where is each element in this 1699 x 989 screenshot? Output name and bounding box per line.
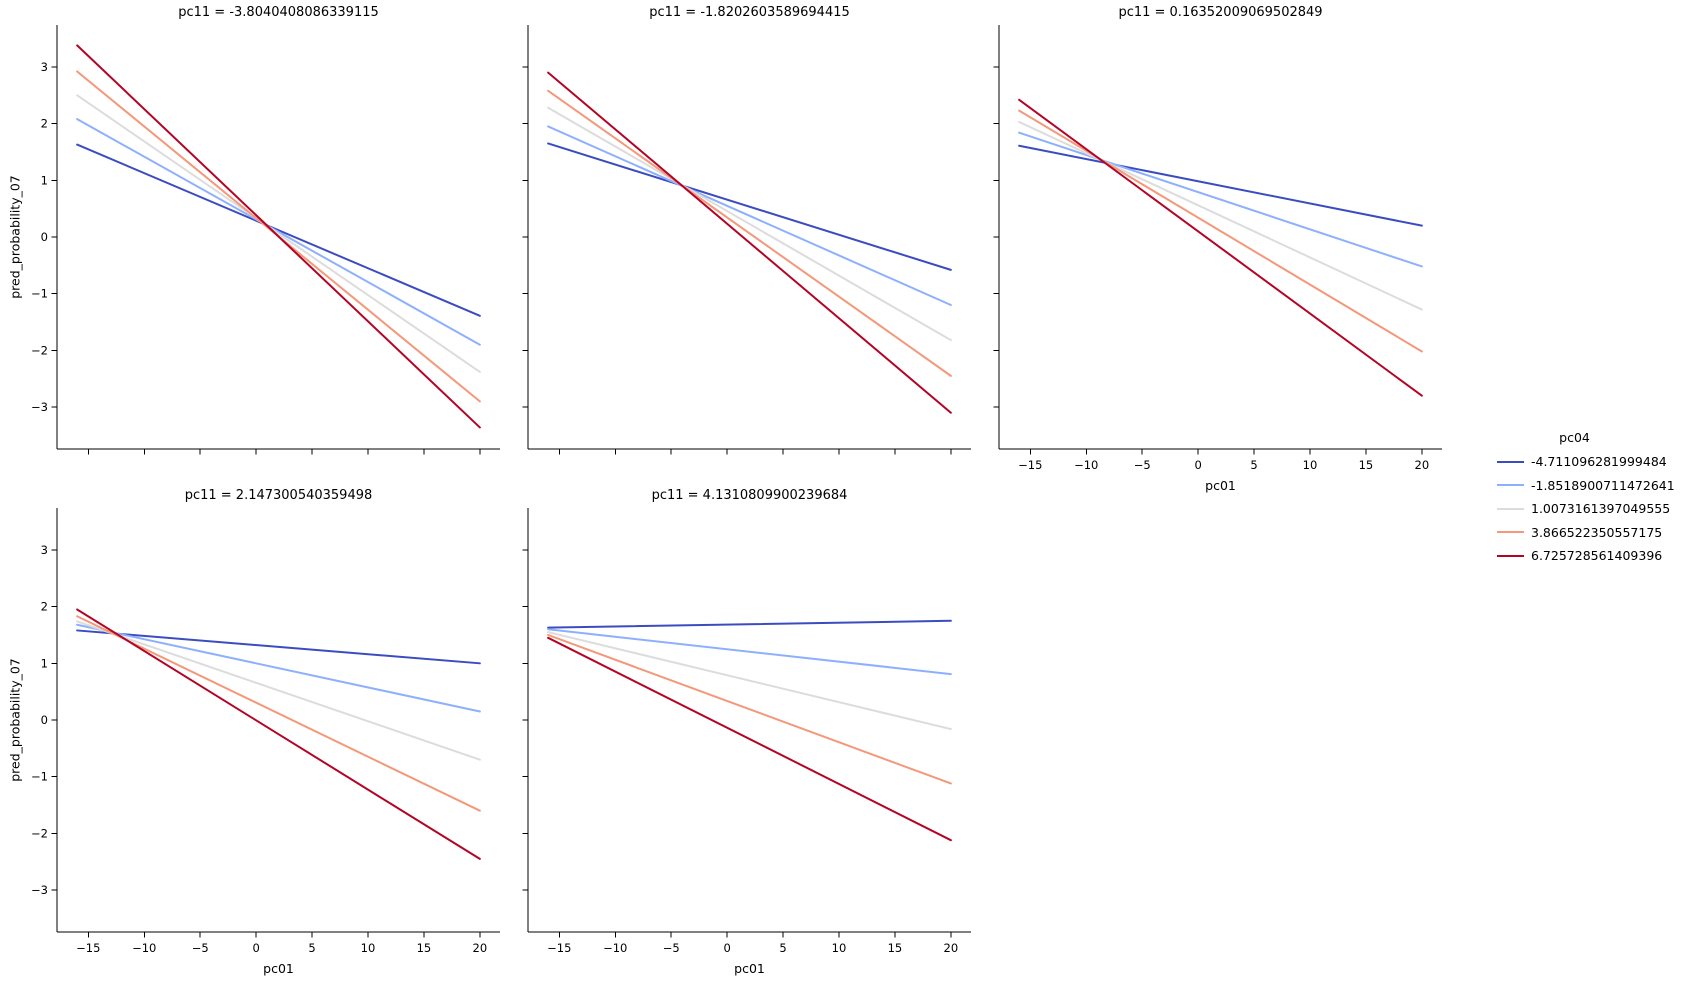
facet-plot xyxy=(522,25,971,455)
x-tick-label: 15 xyxy=(417,941,432,955)
x-tick-label: 0 xyxy=(723,941,730,955)
x-tick-label: 5 xyxy=(779,941,786,955)
y-tick-label: 3 xyxy=(41,60,48,74)
legend-item: 3.866522350557175 xyxy=(1497,521,1675,545)
y-tick-label: −3 xyxy=(31,400,48,414)
x-tick-label: −10 xyxy=(1074,458,1098,472)
data-line xyxy=(1018,120,1423,311)
legend-label: -1.8518900711472641 xyxy=(1531,477,1675,493)
data-line xyxy=(76,608,481,860)
data-line xyxy=(76,44,481,429)
x-tick-label: −10 xyxy=(132,941,156,955)
y-tick-label: −3 xyxy=(31,883,48,897)
data-line xyxy=(76,623,481,713)
y-tick-label: −1 xyxy=(31,770,48,784)
legend-line-swatch xyxy=(1497,531,1524,534)
legend-title: pc04 xyxy=(1559,430,1590,445)
facet-plot: −3 −2 −1 0 1 2 3 xyxy=(31,25,500,455)
legend-item: -4.711096281999484 xyxy=(1497,450,1675,474)
x-tick-label: −15 xyxy=(1018,458,1042,472)
data-line xyxy=(547,628,952,676)
legend-line-swatch xyxy=(1497,460,1524,463)
x-tick-label: 15 xyxy=(888,941,903,955)
x-axis-label: pc01 xyxy=(734,961,765,976)
x-tick-label: 10 xyxy=(361,941,376,955)
x-tick-label: 20 xyxy=(944,941,959,955)
y-tick-label: −2 xyxy=(31,826,48,840)
facet-plot: −15 −10 −5 0 5 10 15 20 xyxy=(993,25,1442,472)
facet-title-1: pc11 = -3.8040408086339115 xyxy=(178,5,379,20)
data-line xyxy=(547,633,952,785)
y-axis-label: pred_probability_07 xyxy=(7,175,23,299)
x-axis-label: pc01 xyxy=(263,961,294,976)
y-tick-label: −1 xyxy=(31,287,48,301)
data-line xyxy=(76,620,481,761)
legend-item: 6.725728561409396 xyxy=(1497,544,1675,568)
data-line xyxy=(76,118,481,346)
data-line xyxy=(547,631,952,731)
legend-line-swatch xyxy=(1497,484,1524,487)
data-line xyxy=(547,619,952,629)
y-tick-label: −2 xyxy=(31,343,48,357)
data-line xyxy=(547,89,952,377)
x-tick-label: −15 xyxy=(76,941,100,955)
x-tick-label: −5 xyxy=(663,941,680,955)
data-line xyxy=(547,142,952,271)
legend-line-swatch xyxy=(1497,507,1524,510)
y-tick-label: 1 xyxy=(41,173,48,187)
data-line xyxy=(547,636,952,842)
legend-label: 3.866522350557175 xyxy=(1531,524,1663,540)
legend-item: 1.0073161397049555 xyxy=(1497,497,1675,521)
facet-plot: −15 −10 −5 0 5 10 15 20 xyxy=(522,508,971,955)
y-axis-label: pred_probability_07 xyxy=(7,658,23,782)
legend-line-swatch xyxy=(1497,554,1524,557)
x-tick-label: −5 xyxy=(192,941,209,955)
data-line xyxy=(1018,131,1423,268)
data-line xyxy=(1018,109,1423,353)
data-line xyxy=(76,629,481,665)
x-tick-label: 0 xyxy=(252,941,259,955)
data-line xyxy=(547,125,952,307)
x-tick-label: 15 xyxy=(1359,458,1374,472)
x-tick-label: 20 xyxy=(1415,458,1430,472)
x-axis-label: pc01 xyxy=(1205,478,1236,493)
y-tick-label: 2 xyxy=(41,117,48,131)
data-line xyxy=(547,71,952,414)
facet-title-4: pc11 = 2.147300540359498 xyxy=(184,488,373,503)
data-line xyxy=(1018,144,1423,227)
x-tick-label: −15 xyxy=(547,941,571,955)
data-line xyxy=(76,94,481,373)
x-tick-label: 0 xyxy=(1194,458,1201,472)
y-tick-label: 3 xyxy=(41,543,48,557)
data-line xyxy=(76,143,481,317)
x-tick-label: 5 xyxy=(1250,458,1257,472)
facet-title-5: pc11 = 4.1310809900239684 xyxy=(651,488,848,503)
x-tick-label: −10 xyxy=(603,941,627,955)
x-tick-label: 10 xyxy=(832,941,847,955)
x-tick-label: −5 xyxy=(1134,458,1151,472)
data-line xyxy=(76,615,481,812)
facet-title-2: pc11 = -1.8202603589694415 xyxy=(649,5,850,20)
x-tick-label: 20 xyxy=(473,941,488,955)
y-tick-label: 0 xyxy=(41,230,48,244)
legend-label: 6.725728561409396 xyxy=(1531,548,1663,564)
legend-label: 1.0073161397049555 xyxy=(1531,501,1671,517)
y-tick-label: 1 xyxy=(41,656,48,670)
y-tick-label: 2 xyxy=(41,600,48,614)
legend: pc04 -4.711096281999484 -1.8518900711472… xyxy=(1497,430,1675,568)
data-line xyxy=(547,106,952,342)
data-line xyxy=(1018,98,1423,397)
x-tick-label: 5 xyxy=(308,941,315,955)
facet-title-3: pc11 = 0.16352009069502849 xyxy=(1118,5,1323,20)
y-tick-label: 0 xyxy=(41,713,48,727)
legend-label: -4.711096281999484 xyxy=(1531,454,1667,470)
x-tick-label: 10 xyxy=(1303,458,1318,472)
legend-item: -1.8518900711472641 xyxy=(1497,474,1675,498)
